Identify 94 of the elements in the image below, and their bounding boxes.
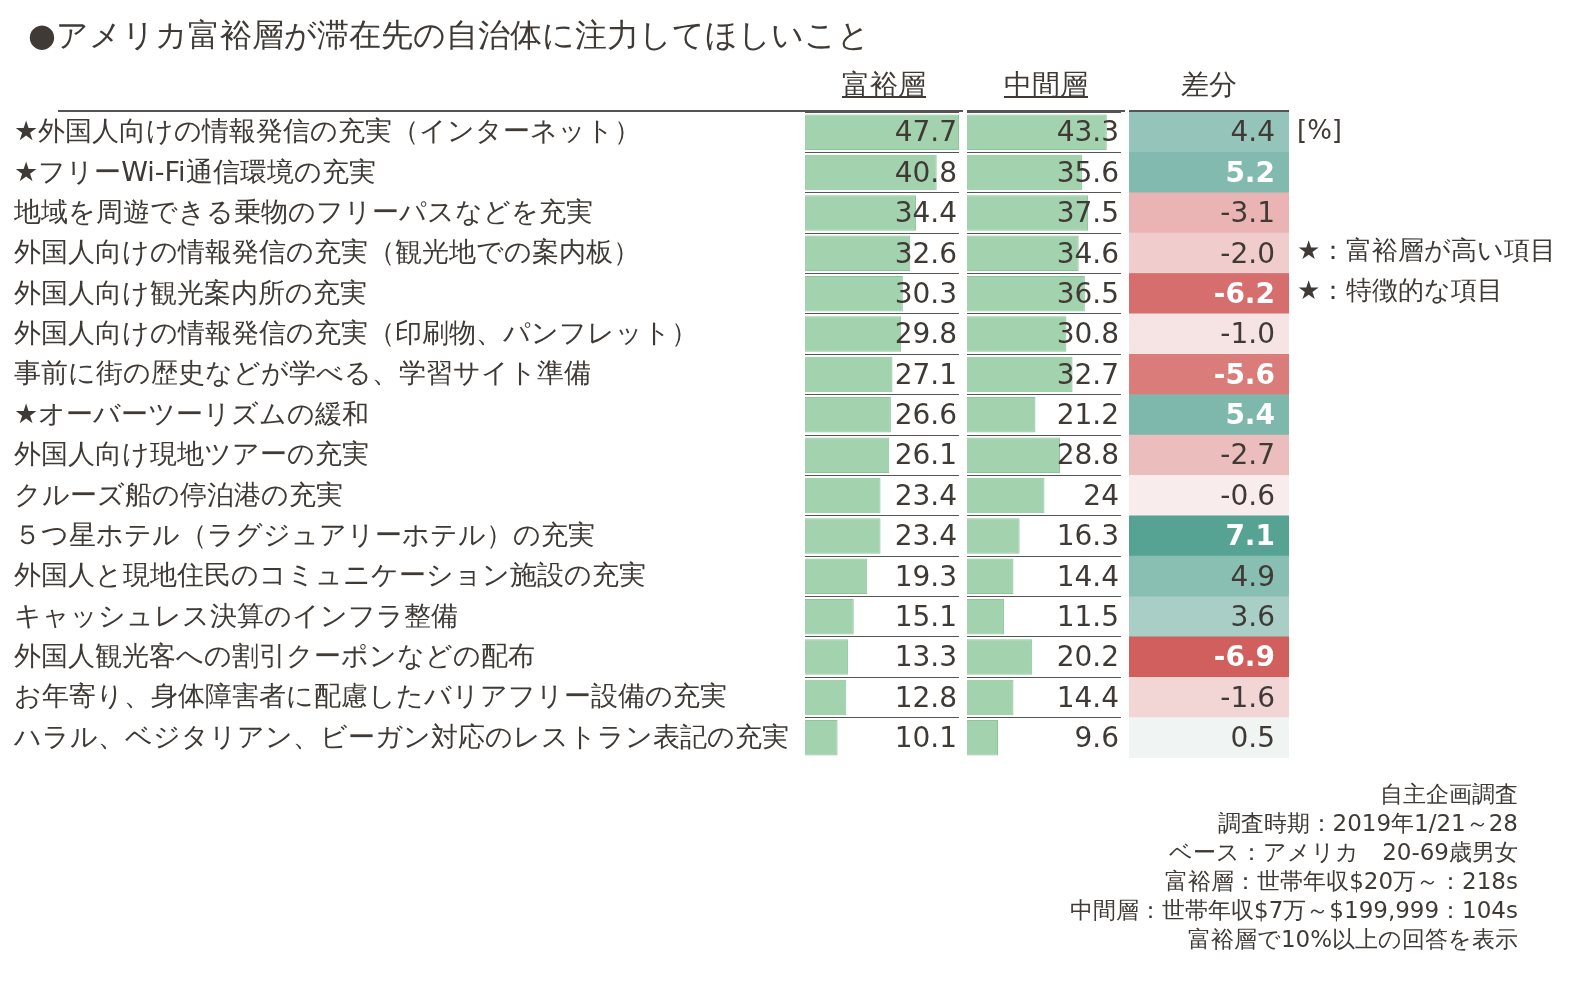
data-label: 15.1 [894, 599, 957, 633]
data-label: 36.5 [1056, 276, 1119, 310]
bar [967, 437, 1060, 473]
data-label: -2.0 [1220, 236, 1275, 270]
data-label: 35.6 [1056, 155, 1119, 189]
bar [967, 518, 1020, 554]
data-label: 0.5 [1230, 721, 1275, 755]
bar [805, 639, 848, 675]
data-label: -0.6 [1220, 478, 1275, 512]
data-label: 32.7 [1056, 357, 1119, 391]
data-label: 4.9 [1230, 559, 1275, 593]
bar [805, 558, 868, 595]
data-label: 26.6 [894, 398, 957, 432]
text: 富裕層で10%以上の回答を表示 [1186, 925, 1518, 954]
bar [967, 639, 1033, 675]
data-label: 34.4 [894, 196, 957, 230]
data-label: -6.9 [1213, 640, 1275, 674]
bar [967, 477, 1045, 514]
bar [967, 720, 998, 756]
data-label: 14.4 [1056, 680, 1119, 714]
data-label: -5.6 [1213, 357, 1275, 391]
data-label: 29.8 [894, 317, 957, 351]
bar [805, 679, 847, 716]
text: ●アメリカ富裕層が滞在先の自治体に注力してほしいこと [27, 15, 871, 56]
text: [%] [1297, 114, 1343, 147]
data-label: -1.0 [1220, 317, 1275, 351]
text: 自主企画調査 [1379, 780, 1518, 809]
data-label: 3.6 [1230, 599, 1275, 633]
series-label: 富裕層 [842, 68, 926, 101]
bar [805, 114, 959, 150]
data-label: 7.1 [1225, 519, 1275, 553]
bar [967, 558, 1014, 595]
y-tick-label: 外国人向け観光案内所の充実 [14, 276, 367, 308]
y-tick-label: 外国人向けの情報発信の充実（観光地での案内板） [14, 236, 640, 268]
y-tick-label: 外国人観光客への割引クーポンなどの配布 [14, 640, 535, 672]
data-label: 13.3 [894, 640, 957, 674]
data-label: 30.8 [1056, 317, 1119, 351]
data-label: 19.3 [894, 559, 957, 593]
y-tick-label: 外国人向け現地ツアーの充実 [14, 438, 369, 470]
data-label: 30.3 [894, 276, 957, 310]
data-label: -2.7 [1220, 438, 1275, 472]
series-label: 中間層 [1004, 68, 1088, 101]
data-label: 20.2 [1056, 640, 1119, 674]
text: ★：富裕層が高い項目 [1297, 234, 1557, 267]
y-tick-label: ５つ星ホテル（ラグジュアリーホテル）の充実 [14, 518, 595, 550]
data-label: 47.7 [894, 115, 957, 149]
bar [805, 356, 893, 393]
y-tick-label: ★フリーWi-Fi通信環境の充実 [14, 155, 376, 187]
data-label: 4.4 [1230, 115, 1275, 149]
data-label: 34.6 [1056, 236, 1119, 270]
text: ベース：アメリカ 20-69歳男女 [1168, 838, 1518, 867]
bar [967, 397, 1036, 433]
data-label: 12.8 [894, 680, 957, 714]
y-tick-label: お年寄り、身体障害者に配慮したバリアフリー設備の充実 [14, 680, 727, 712]
y-tick-label: ハラル、ベジタリアン、ビーガン対応のレストラン表記の充実 [13, 720, 789, 752]
bar [805, 437, 890, 473]
data-label: 26.1 [894, 438, 957, 472]
bar [805, 477, 881, 514]
bar [805, 720, 838, 756]
data-label: -3.1 [1220, 196, 1275, 230]
data-label: 9.6 [1074, 721, 1119, 755]
y-tick-label: キャッシュレス決算のインフラ整備 [14, 599, 458, 631]
data-label: 16.3 [1056, 519, 1119, 553]
bar [805, 518, 881, 554]
data-label: 32.6 [894, 236, 957, 270]
data-label: 11.5 [1056, 599, 1119, 633]
data-label: -1.6 [1220, 680, 1275, 714]
data-label: 5.4 [1225, 398, 1275, 432]
data-label: 24 [1083, 478, 1119, 512]
y-tick-label: 事前に街の歴史などが学べる、学習サイト準備 [14, 357, 591, 389]
data-label: 10.1 [894, 721, 957, 755]
bar [805, 397, 891, 433]
data-label: 14.4 [1056, 559, 1119, 593]
text: 富裕層：世帯年収$20万～：218s [1164, 867, 1518, 896]
y-tick-label: 外国人向けの情報発信の充実（印刷物、パンフレット） [14, 317, 698, 349]
x-tick-label: 差分 [1129, 66, 1289, 110]
data-label: 27.1 [894, 357, 957, 391]
bar [967, 598, 1005, 635]
y-tick-label: 外国人と現地住民のコミュニケーション施設の充実 [14, 559, 646, 591]
bar [967, 679, 1014, 716]
text: 中間層：世帯年収$7万～$199,999：104s [1069, 896, 1518, 925]
text: 調査時期：2019年1/21～28 [1216, 809, 1518, 838]
y-tick-label: クルーズ船の停泊港の充実 [14, 478, 343, 510]
y-tick-label: ★外国人向けの情報発信の充実（インターネット） [14, 115, 642, 147]
data-label: 21.2 [1056, 398, 1119, 432]
data-label: 37.5 [1056, 196, 1119, 230]
data-label: 23.4 [894, 478, 957, 512]
data-label: 5.2 [1225, 155, 1275, 189]
data-label: -6.2 [1213, 276, 1275, 310]
y-tick-label: 地域を周遊できる乗物のフリーパスなどを充実 [13, 195, 593, 227]
data-label: 23.4 [894, 519, 957, 553]
y-tick-label: ★オーバーツーリズムの緩和 [14, 397, 370, 429]
bar [805, 598, 854, 635]
text: ★：特徴的な項目 [1297, 274, 1505, 307]
